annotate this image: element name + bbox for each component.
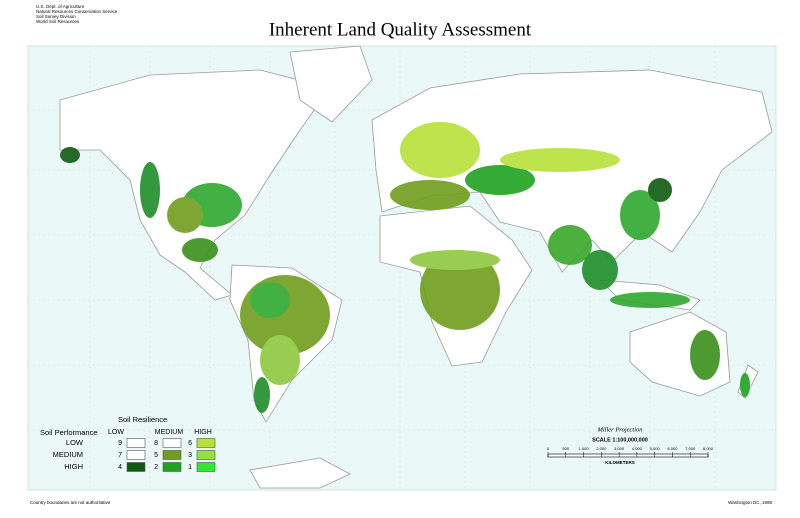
class-number: 6 <box>188 440 192 447</box>
class-swatch <box>196 450 216 460</box>
class-number: 5 <box>154 452 158 459</box>
projection: Miller Projection <box>596 426 642 433</box>
scale-ticks: 0 500 1,000 2,000 3,000 4,000 5,000 6,000 7,000 8… <box>547 446 714 457</box>
title: Inherent Land Quality Assessment <box>269 19 532 40</box>
row-label: LOW <box>66 438 84 447</box>
agency-line: World Soil Resources <box>36 19 80 24</box>
class-swatch <box>162 462 182 472</box>
row-label: MEDIUM <box>53 450 83 459</box>
scale-label: 3,000 <box>614 446 625 451</box>
agency-line: Natural Resources Conservation Service <box>36 9 118 14</box>
scale-ratio: SCALE 1:100,000,000 <box>592 437 648 443</box>
column-label: HIGH <box>194 429 212 436</box>
class-number: 8 <box>154 440 158 447</box>
scale-label: 7,000 <box>685 446 696 451</box>
class-swatch <box>162 438 182 448</box>
class-swatch <box>196 438 216 448</box>
antarctica <box>249 457 351 489</box>
soil-patches <box>60 122 750 413</box>
class-swatch <box>126 450 146 460</box>
class-number: 7 <box>118 452 122 459</box>
class-number: 9 <box>118 440 122 447</box>
greenland <box>289 45 373 123</box>
column-label: MEDIUM <box>155 429 184 436</box>
agency-line: U.S. Dept. of Agriculture <box>36 4 85 9</box>
class-swatch <box>126 438 146 448</box>
footer-place: Washington DC, 1998 <box>728 500 772 505</box>
scale-label: 8,000 <box>703 446 714 451</box>
scale-label: 2,000 <box>596 446 607 451</box>
class-swatch <box>196 462 216 472</box>
performance-title: Soil Performance <box>40 428 98 437</box>
class-number: 4 <box>118 464 122 471</box>
scale-label: 500 <box>562 446 569 451</box>
scale-label: 4,000 <box>632 446 643 451</box>
scale-label: 6,000 <box>667 446 678 451</box>
resilience-title: Soil Resilience <box>118 415 167 424</box>
scale-label: 1,000 <box>579 446 590 451</box>
class-swatch <box>162 450 182 460</box>
scale-unit: KILOMETERS <box>605 460 635 465</box>
footer-note: Country boundaries are not authoritative <box>30 500 111 505</box>
agency-line: Soil Survey Division <box>36 14 76 19</box>
class-number: 1 <box>188 464 192 471</box>
class-number: 3 <box>188 452 192 459</box>
legend: LOW MEDIUM HIGH LOW 9 8 6 MEDIUM 7 5 3 HIGH 4 2 1 <box>53 429 216 472</box>
scale-bar <box>547 453 709 458</box>
scale-label: 0 <box>547 446 550 451</box>
row-label: HIGH <box>64 462 83 471</box>
class-swatch <box>126 462 146 472</box>
scale-label: 5,000 <box>650 446 661 451</box>
class-number: 2 <box>154 464 158 471</box>
column-label: LOW <box>108 429 124 436</box>
